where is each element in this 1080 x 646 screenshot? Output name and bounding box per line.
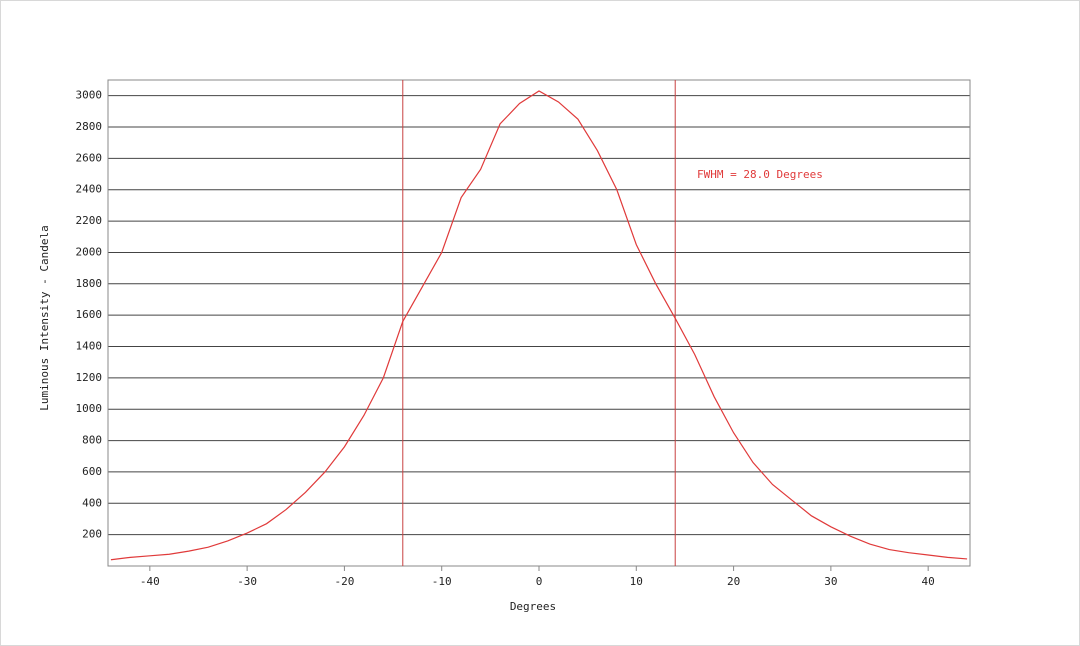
x-tick-label: 30 [824,575,837,588]
y-tick-label: 2800 [76,120,103,133]
x-tick-label: 10 [630,575,643,588]
x-axis-label: Degrees [510,600,556,613]
y-tick-label: 1000 [76,402,103,415]
x-tick-label: 40 [922,575,935,588]
y-tick-label: 1800 [76,277,103,290]
y-tick-label: 600 [82,465,102,478]
data-line [110,90,968,561]
y-tick-label: 2200 [76,214,103,227]
x-tick-label: 20 [727,575,740,588]
y-tick-label: 1200 [76,371,103,384]
y-tick-label: 200 [82,528,102,541]
annotation: FWHM = 28.0 Degrees [697,168,823,181]
x-tick-label: -10 [432,575,452,588]
y-tick-label: 1600 [76,308,103,321]
y-tick-label: 800 [82,434,102,447]
x-tick-label: -30 [237,575,257,588]
y-tick-label: 2600 [76,151,103,164]
y-tick-label: 2000 [76,245,103,258]
y-axis-label: Luminous Intensity - Candela [38,225,51,410]
y-tick-label: 1400 [76,340,103,353]
plot-area [107,79,971,567]
y-tick-label: 400 [82,496,102,509]
x-tick-label: 0 [536,575,543,588]
y-tick-label: 3000 [76,89,103,102]
x-tick-label: -40 [140,575,160,588]
x-tick-label: -20 [334,575,354,588]
y-tick-label: 2400 [76,183,103,196]
